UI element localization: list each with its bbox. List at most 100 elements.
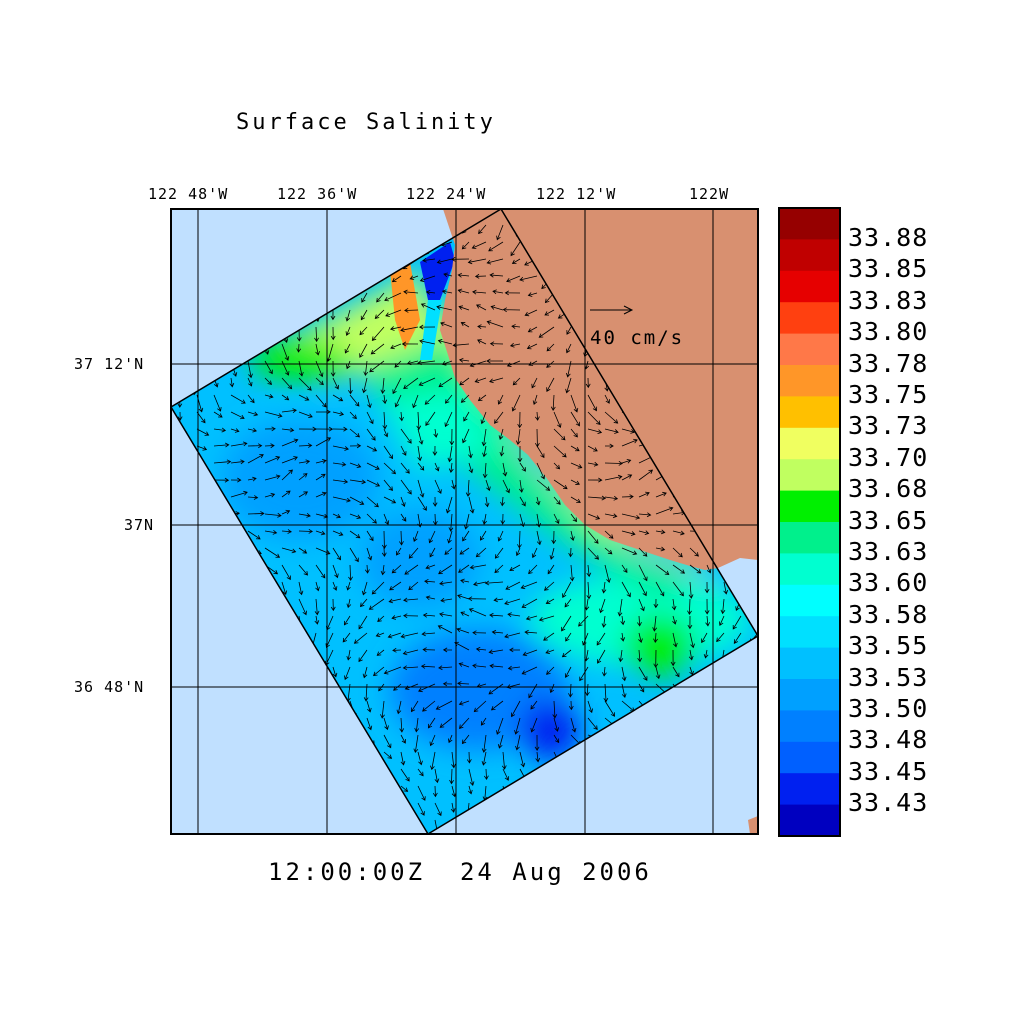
velocity-arrow xyxy=(486,258,504,265)
velocity-arrow xyxy=(264,492,276,498)
velocity-arrow xyxy=(553,734,560,744)
velocity-arrow xyxy=(400,513,407,522)
velocity-arrow xyxy=(480,530,487,541)
velocity-arrow xyxy=(380,700,385,719)
velocity-arrow xyxy=(436,258,453,265)
velocity-arrow xyxy=(536,479,551,491)
colorbar-label: 33.70 xyxy=(848,442,929,472)
velocity-arrow xyxy=(388,598,402,604)
velocity-arrow xyxy=(458,717,470,729)
velocity-arrow xyxy=(570,445,580,452)
velocity-arrow xyxy=(436,305,453,311)
velocity-arrow xyxy=(370,343,385,355)
velocity-arrow xyxy=(587,445,598,452)
velocity-arrow xyxy=(655,491,667,498)
velocity-arrow xyxy=(482,462,488,479)
velocity-arrow xyxy=(475,646,487,652)
velocity-arrow xyxy=(549,683,555,694)
velocity-arrow xyxy=(383,428,389,438)
velocity-arrow xyxy=(358,615,368,630)
velocity-arrow xyxy=(620,615,626,626)
velocity-arrow xyxy=(414,717,420,733)
velocity-arrow xyxy=(196,428,210,436)
velocity-arrow xyxy=(332,530,344,537)
velocity-arrow xyxy=(458,700,470,706)
velocity-arrow xyxy=(425,411,436,427)
velocity-arrow xyxy=(332,377,340,390)
velocity-arrow xyxy=(432,496,438,507)
colorbar-label: 33.58 xyxy=(848,599,929,629)
velocity-arrow xyxy=(366,547,373,561)
velocity-arrow xyxy=(500,513,506,525)
colorbar-band xyxy=(779,208,840,240)
velocity-arrow xyxy=(281,456,298,464)
velocity-arrow xyxy=(497,530,504,542)
velocity-arrow xyxy=(621,494,634,500)
velocity-arrow xyxy=(482,445,487,458)
velocity-arrow xyxy=(213,427,227,433)
velocity-arrow xyxy=(412,394,419,409)
velocity-arrow xyxy=(330,309,336,321)
velocity-arrow xyxy=(604,700,615,717)
velocity-arrow xyxy=(757,734,758,750)
velocity-arrow xyxy=(701,632,708,644)
velocity-arrow xyxy=(400,326,419,333)
velocity-arrow xyxy=(502,768,510,781)
velocity-arrow xyxy=(230,428,240,433)
velocity-arrow xyxy=(494,564,504,574)
velocity-arrow xyxy=(429,751,436,771)
velocity-arrow xyxy=(672,666,680,678)
velocity-arrow xyxy=(417,802,425,816)
velocity-arrow xyxy=(492,289,504,295)
velocity-arrow xyxy=(349,530,361,539)
velocity-arrow xyxy=(417,428,424,445)
velocity-arrow xyxy=(491,629,504,635)
velocity-arrow xyxy=(425,289,436,295)
velocity-arrow xyxy=(527,292,538,297)
velocity-arrow xyxy=(601,581,607,594)
velocity-arrow xyxy=(566,343,572,354)
velocity-arrow xyxy=(553,428,566,441)
velocity-arrow xyxy=(604,513,618,519)
velocity-arrow xyxy=(688,649,694,661)
velocity-arrow xyxy=(604,411,619,424)
velocity-arrow xyxy=(459,547,470,555)
velocity-arrow xyxy=(404,307,419,313)
velocity-arrow xyxy=(637,615,642,627)
velocity-arrow xyxy=(420,663,436,669)
velocity-arrow xyxy=(417,751,423,766)
velocity-arrow xyxy=(587,411,601,426)
velocity-arrow xyxy=(621,458,632,464)
colorbar-label: 33.80 xyxy=(848,317,929,347)
velocity-arrow xyxy=(402,649,419,656)
velocity-arrow xyxy=(400,734,406,744)
velocity-arrow xyxy=(458,662,470,668)
velocity-arrow xyxy=(528,564,538,575)
velocity-arrow xyxy=(477,394,487,402)
velocity-arrow xyxy=(535,411,540,421)
velocity-arrow xyxy=(400,428,412,444)
velocity-arrow xyxy=(480,717,487,726)
velocity-arrow xyxy=(486,320,504,328)
velocity-arrow xyxy=(425,564,436,570)
velocity-arrow xyxy=(515,734,521,751)
colorbar-band xyxy=(779,427,840,460)
velocity-arrow xyxy=(553,479,568,490)
velocity-arrow xyxy=(448,513,454,532)
velocity-arrow xyxy=(281,490,291,498)
velocity-arrow xyxy=(315,394,327,408)
velocity-arrow xyxy=(477,324,487,330)
velocity-arrow xyxy=(281,547,297,554)
velocity-arrow xyxy=(489,663,504,669)
velocity-arrow xyxy=(400,479,412,495)
velocity-arrow xyxy=(532,394,538,406)
velocity-arrow xyxy=(332,479,349,484)
velocity-arrow xyxy=(757,802,758,809)
velocity-arrow xyxy=(196,445,208,451)
velocity-arrow xyxy=(403,377,419,389)
velocity-arrow xyxy=(383,445,394,460)
velocity-arrow xyxy=(298,491,309,498)
velocity-arrow xyxy=(689,632,695,649)
velocity-arrow xyxy=(468,785,473,795)
velocity-arrow xyxy=(443,272,453,278)
